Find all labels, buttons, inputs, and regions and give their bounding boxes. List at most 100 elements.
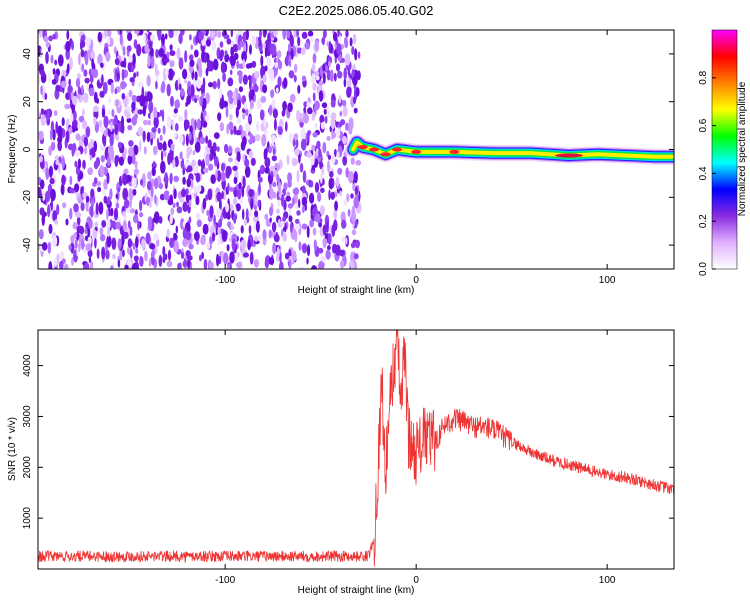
noise-blob [301,223,308,230]
noise-blob [159,109,163,117]
noise-blob [239,40,245,48]
noise-blob [318,90,324,102]
figure-title: C2E2.2025.086.05.40.G02 [279,3,434,18]
noise-blob [186,95,192,105]
noise-blob [155,80,158,90]
noise-blob [327,154,332,160]
noise-blob [117,187,121,193]
noise-blob [147,119,151,126]
noise-blob [217,31,221,38]
noise-blob [74,149,81,157]
noise-blob [54,155,59,161]
noise-blob [186,165,193,173]
spectrogram-y-label: Frequency (Hz) [7,115,18,184]
noise-blob [39,207,45,216]
noise-blob [75,77,81,88]
noise-blob [335,176,340,188]
noise-blob [50,188,56,202]
noise-blob [269,217,272,223]
noise-blob [240,239,247,250]
noise-blob [90,188,95,198]
noise-blob [96,97,100,104]
noise-blob [296,109,301,122]
noise-blob [180,251,185,260]
noise-blob [78,115,85,123]
noise-blob [357,70,361,81]
noise-blob [41,213,45,226]
noise-blob [160,150,164,162]
noise-blob [154,194,157,205]
noise-blob [306,130,311,138]
noise-blob [100,234,106,242]
noise-blob [289,93,296,103]
noise-blob [150,186,154,197]
noise-blob [298,241,302,251]
noise-blob [316,140,321,150]
noise-blob [279,261,284,269]
noise-blob [352,96,357,105]
noise-blob [205,39,211,47]
noise-blob [307,107,313,115]
noise-blob [117,238,122,250]
noise-blob [173,188,177,200]
noise-blob [173,108,178,114]
noise-blob [158,254,163,267]
noise-blob [148,100,154,114]
noise-blob [76,246,79,257]
noise-blob [261,134,267,147]
noise-blob [74,183,80,193]
noise-blob [124,147,128,156]
snr-x-ticks: -100 0 100 [215,330,616,586]
noise-blob [164,253,168,261]
noise-blob [202,158,205,171]
noise-blob [263,148,268,161]
noise-blob [346,193,350,202]
noise-blob [185,188,189,195]
noise-blob [277,76,282,88]
noise-blob [196,118,201,130]
noise-blob [192,150,196,156]
noise-blob [257,176,263,183]
noise-blob [44,92,48,101]
noise-blob [259,109,265,121]
noise-blob [351,229,357,236]
noise-blob [153,116,159,129]
noise-blob [107,109,111,116]
noise-blob [62,202,67,209]
noise-blob [150,255,155,266]
noise-blob [355,87,360,97]
noise-blob [291,49,294,60]
noise-blob [135,248,139,254]
noise-blob [276,246,280,259]
noise-blob [201,251,205,260]
noise-blob [294,63,298,73]
noise-blob [306,257,309,265]
noise-blob [321,37,325,45]
noise-blob [109,188,113,200]
noise-blob [250,157,256,166]
noise-blob [197,185,202,193]
noise-blob [241,186,245,198]
noise-blob [263,116,267,128]
noise-blob [55,121,59,134]
noise-blob [122,220,128,232]
noise-blob [174,155,180,168]
noise-blob [110,82,115,94]
noise-blob [329,69,334,82]
noise-blob [132,156,136,165]
noise-blob [342,105,348,117]
noise-blob [190,117,195,128]
noise-blob [166,228,170,239]
noise-blob [301,31,308,39]
noise-blob [115,202,120,209]
noise-blob [192,164,199,174]
noise-blob [78,53,81,66]
noise-blob [208,82,214,88]
noise-blob [178,33,183,45]
noise-blob [249,99,254,110]
noise-blob [287,180,292,188]
noise-blob [142,130,146,142]
noise-blob [216,146,220,152]
noise-blob [331,154,336,165]
noise-blob [194,71,198,81]
